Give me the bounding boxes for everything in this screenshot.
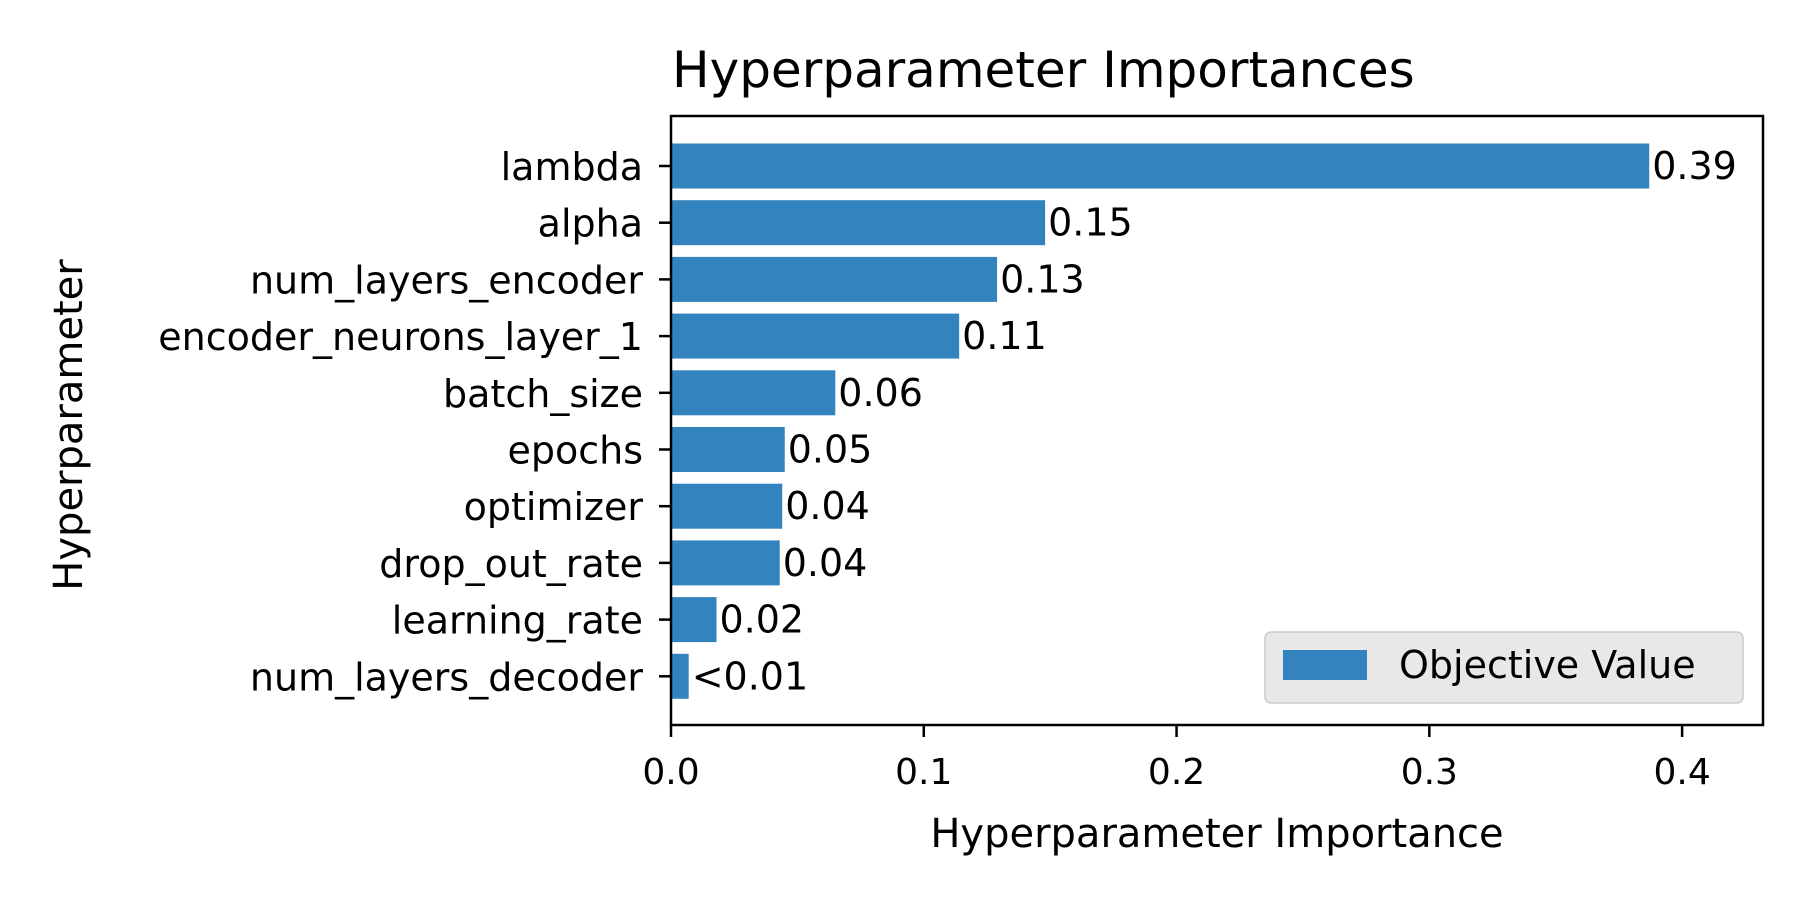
bar-learning_rate [671, 597, 717, 643]
value-label-learning_rate: 0.02 [720, 598, 805, 642]
plot-frame [669, 114, 1765, 727]
legend-label-objective-value: Objective Value [1399, 643, 1696, 687]
value-label-drop_out_rate: 0.04 [783, 541, 868, 585]
y-tick-label-encoder_neurons_layer_1: encoder_neurons_layer_1 [158, 315, 643, 359]
value-label-lambda: 0.39 [1652, 144, 1737, 188]
y-tick-label-optimizer: optimizer [464, 485, 644, 529]
value-label-optimizer: 0.04 [785, 484, 870, 528]
bar-group [671, 143, 1650, 699]
y-tick-label-epochs: epochs [507, 429, 643, 473]
value-label-alpha: 0.15 [1048, 201, 1133, 245]
y-tick-label-drop_out_rate: drop_out_rate [379, 542, 643, 586]
bar-drop_out_rate [671, 540, 780, 586]
value-label-num_layers_decoder: <0.01 [692, 654, 808, 698]
x-axis-ticks: 0.0 0.1 0.2 0.3 0.4 [642, 725, 1711, 793]
x-tick-label: 0.2 [1148, 752, 1205, 793]
y-axis-ticks: lambda alpha num_layers_encoder encoder_neu… [158, 145, 671, 699]
legend-box [1264, 631, 1744, 704]
chart-title: Hyperparameter Importances [672, 41, 1415, 99]
bar-num_layers_decoder [671, 653, 689, 699]
x-tick-label: 0.0 [642, 752, 699, 793]
bar-alpha [671, 200, 1046, 246]
bar-optimizer [671, 483, 783, 529]
y-tick-label-lambda: lambda [501, 145, 643, 189]
x-tick-label: 0.4 [1653, 752, 1710, 793]
y-tick-label-num_layers_encoder: num_layers_encoder [250, 258, 643, 302]
y-axis-label: Hyperparameter [46, 259, 92, 591]
y-tick-label-alpha: alpha [538, 202, 643, 246]
y-tick-label-learning_rate: learning_rate [392, 599, 643, 643]
value-label-encoder_neurons_layer_1: 0.11 [962, 314, 1047, 358]
x-axis-label: Hyperparameter Importance [930, 811, 1503, 857]
y-tick-label-num_layers_decoder: num_layers_decoder [250, 655, 643, 699]
value-label-batch_size: 0.06 [838, 371, 923, 415]
bar-lambda [671, 143, 1650, 189]
value-label-num_layers_encoder: 0.13 [1000, 257, 1085, 301]
value-label-group: 0.39 0.15 0.13 0.11 0.06 0.05 0.04 0.04 0.02 <0.0… [692, 144, 1737, 698]
value-label-epochs: 0.05 [788, 428, 873, 472]
x-tick-label: 0.1 [895, 752, 952, 793]
x-tick-label: 0.3 [1401, 752, 1458, 793]
bar-encoder_neurons_layer_1 [671, 313, 960, 359]
legend: Objective Value [1264, 631, 1744, 704]
bar-batch_size [671, 370, 836, 416]
legend-swatch [1283, 650, 1367, 680]
bar-epochs [671, 427, 785, 472]
y-tick-label-batch_size: batch_size [443, 372, 643, 416]
bar-num_layers_encoder [671, 256, 998, 302]
